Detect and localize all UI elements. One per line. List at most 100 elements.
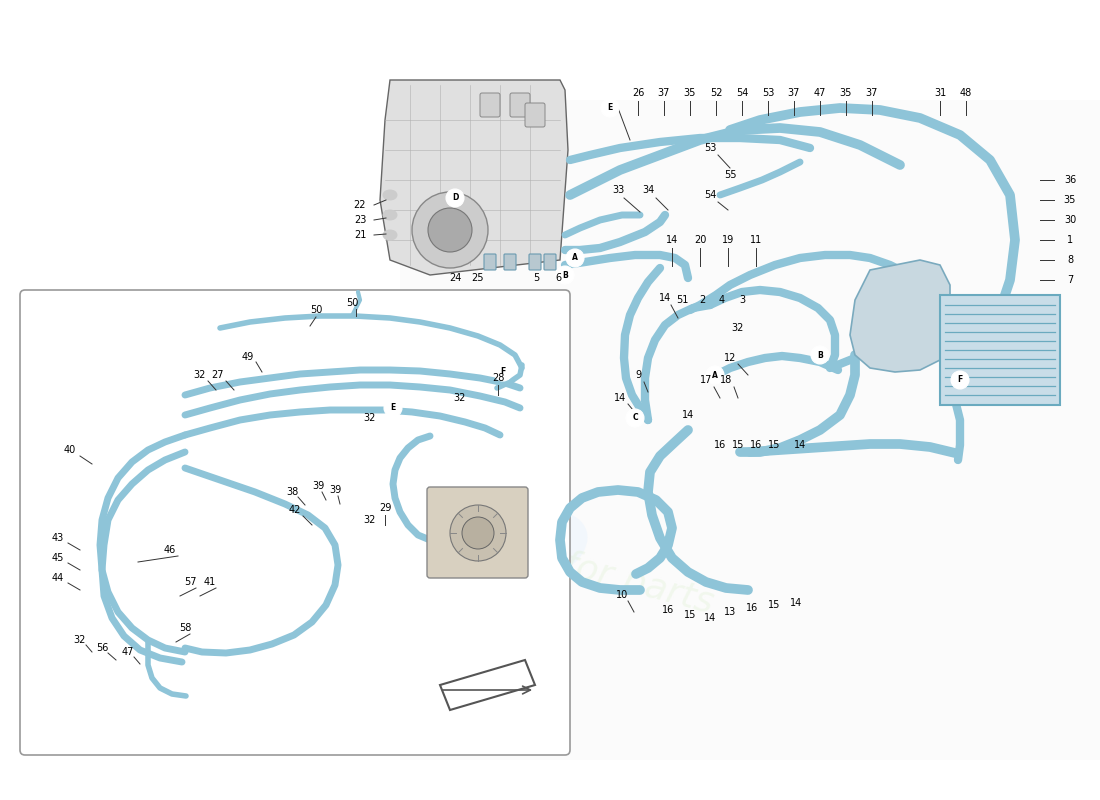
Text: 33: 33 [612, 185, 624, 195]
FancyBboxPatch shape [20, 290, 570, 755]
Text: 43: 43 [52, 533, 64, 543]
Circle shape [462, 517, 494, 549]
Text: 5: 5 [532, 273, 539, 283]
Circle shape [626, 409, 644, 427]
Text: 54: 54 [704, 190, 716, 200]
Text: 55: 55 [724, 170, 736, 180]
Text: 12: 12 [724, 353, 736, 363]
Text: 37: 37 [658, 88, 670, 98]
Text: 49: 49 [242, 352, 254, 362]
Text: 32: 32 [364, 413, 376, 423]
Ellipse shape [383, 190, 397, 200]
Text: 41: 41 [204, 577, 216, 587]
Text: 1: 1 [1067, 235, 1074, 245]
Text: 56: 56 [96, 643, 108, 653]
Text: 17: 17 [700, 375, 712, 385]
Text: 16: 16 [662, 605, 674, 615]
Text: 9: 9 [635, 370, 641, 380]
Ellipse shape [383, 210, 397, 220]
FancyBboxPatch shape [504, 254, 516, 270]
Ellipse shape [383, 230, 397, 240]
Text: erpisto: erpisto [153, 354, 606, 606]
Text: 27: 27 [211, 370, 224, 380]
Text: 26: 26 [631, 88, 645, 98]
Text: 35: 35 [684, 88, 696, 98]
Circle shape [556, 266, 574, 284]
Polygon shape [400, 100, 1100, 760]
Text: 4: 4 [719, 295, 725, 305]
Text: 57: 57 [184, 577, 196, 587]
Text: A: A [712, 370, 718, 379]
Circle shape [494, 363, 512, 381]
Text: 32: 32 [194, 370, 206, 380]
Text: 15: 15 [732, 440, 745, 450]
FancyBboxPatch shape [525, 103, 544, 127]
Text: 39: 39 [312, 481, 324, 491]
Polygon shape [440, 660, 535, 710]
FancyBboxPatch shape [480, 93, 501, 117]
Text: 15: 15 [684, 610, 696, 620]
Text: E: E [607, 103, 613, 113]
Text: 46: 46 [164, 545, 176, 555]
Text: 32: 32 [74, 635, 86, 645]
Text: 48: 48 [960, 88, 972, 98]
Text: F: F [957, 375, 962, 385]
Circle shape [601, 99, 619, 117]
FancyBboxPatch shape [529, 254, 541, 270]
Text: 15: 15 [768, 440, 780, 450]
Text: 3: 3 [739, 295, 745, 305]
Text: 29: 29 [378, 503, 392, 513]
Text: 2: 2 [698, 295, 705, 305]
Polygon shape [379, 80, 568, 275]
Text: 44: 44 [52, 573, 64, 583]
Text: 10: 10 [616, 590, 628, 600]
Text: 16: 16 [746, 603, 758, 613]
Text: 54: 54 [736, 88, 748, 98]
Text: 8: 8 [1067, 255, 1074, 265]
Text: 31: 31 [934, 88, 946, 98]
Text: B: B [817, 350, 823, 359]
Circle shape [566, 249, 584, 267]
Text: 14: 14 [614, 393, 626, 403]
Text: 14: 14 [794, 440, 806, 450]
FancyBboxPatch shape [544, 254, 556, 270]
Polygon shape [850, 260, 950, 372]
Text: 32: 32 [732, 323, 745, 333]
Text: 45: 45 [52, 553, 64, 563]
Text: 16: 16 [714, 440, 726, 450]
Text: a passion for parts: a passion for parts [383, 500, 717, 620]
Text: 37: 37 [788, 88, 800, 98]
Text: 53: 53 [762, 88, 774, 98]
Text: 11: 11 [750, 235, 762, 245]
Text: 35: 35 [839, 88, 853, 98]
Text: 30: 30 [1064, 215, 1076, 225]
Circle shape [811, 346, 829, 364]
Text: 35: 35 [1064, 195, 1076, 205]
Text: 34: 34 [642, 185, 654, 195]
Text: A: A [572, 254, 578, 262]
Text: 21: 21 [354, 230, 366, 240]
Text: B: B [562, 270, 568, 279]
Text: 50: 50 [345, 298, 359, 308]
Text: D: D [452, 194, 459, 202]
Text: 16: 16 [750, 440, 762, 450]
Text: 51: 51 [675, 295, 689, 305]
Text: 23: 23 [354, 215, 366, 225]
Circle shape [384, 399, 402, 417]
Text: 42: 42 [289, 505, 301, 515]
Text: 7: 7 [1067, 275, 1074, 285]
Text: F: F [500, 367, 506, 377]
Text: C: C [632, 414, 638, 422]
Text: 39: 39 [329, 485, 341, 495]
Text: 14: 14 [682, 410, 694, 420]
Text: 14: 14 [704, 613, 716, 623]
FancyBboxPatch shape [484, 254, 496, 270]
Text: 32: 32 [454, 393, 466, 403]
Text: 58: 58 [179, 623, 191, 633]
FancyBboxPatch shape [510, 93, 530, 117]
Text: 47: 47 [814, 88, 826, 98]
FancyBboxPatch shape [427, 487, 528, 578]
Text: 13: 13 [724, 607, 736, 617]
Text: 14: 14 [790, 598, 802, 608]
Text: 15: 15 [768, 600, 780, 610]
